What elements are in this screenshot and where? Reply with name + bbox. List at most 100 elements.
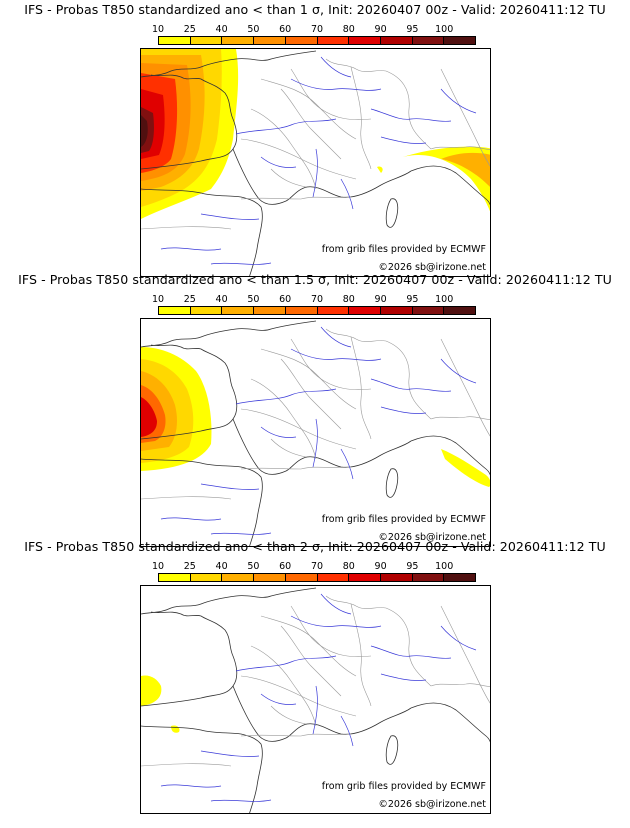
prob-band-10 — [141, 675, 162, 706]
corsica-outline — [385, 198, 399, 228]
admin-border — [260, 78, 357, 140]
colorbar-tick-label: 70 — [310, 24, 324, 35]
colorbar — [158, 306, 476, 315]
river — [260, 156, 297, 168]
map-canvas — [141, 49, 490, 276]
admin-border — [300, 196, 352, 200]
colorbar-swatch — [349, 37, 381, 44]
river — [320, 593, 352, 615]
admin-border — [430, 683, 490, 687]
colorbar-swatch — [254, 574, 286, 581]
colorbar-tick-label: 25 — [183, 561, 196, 572]
river — [160, 247, 222, 251]
colorbar-tick-label: 90 — [374, 294, 387, 305]
admin-border — [240, 197, 302, 200]
map-panel-3: IFS - Probas T850 standardized ano < tha… — [0, 537, 630, 814]
coastline-italy — [410, 435, 490, 476]
colorbar-ticks: 10 25 40 50 60 70 80 90 95 100 — [152, 294, 476, 306]
coastline-west — [141, 320, 317, 440]
admin-border — [280, 625, 342, 697]
credit-copyright: ©2026 sb@irizone.net — [378, 262, 486, 273]
coastline-south — [232, 685, 412, 742]
probability-field — [141, 49, 490, 219]
colorbar-swatch — [222, 307, 255, 314]
colorbar-swatch — [254, 37, 286, 44]
admin-border — [280, 358, 342, 430]
river — [370, 645, 452, 659]
admin-border — [270, 705, 307, 725]
river — [160, 784, 222, 788]
colorbar-tick-label: 95 — [406, 561, 419, 572]
credit-source: from grib files provided by ECMWF — [321, 514, 486, 525]
colorbar-tick-label: 100 — [435, 24, 454, 35]
river — [440, 358, 477, 384]
basemap — [141, 587, 490, 813]
map-area: from grib files provided by ECMWF ©2026 … — [140, 318, 491, 547]
colorbar-swatch — [444, 307, 476, 314]
colorbar-tick-label: 90 — [374, 561, 387, 572]
colorbar-tick-label: 40 — [215, 561, 228, 572]
colorbar-tick-label: 80 — [342, 294, 355, 305]
coastline-west — [141, 50, 317, 170]
colorbar-swatch — [317, 307, 350, 314]
admin-border — [350, 336, 372, 440]
colorbar-swatch — [222, 574, 255, 581]
map-area: from grib files provided by ECMWF ©2026 … — [140, 48, 491, 277]
river — [380, 136, 427, 144]
colorbar-tick-label: 70 — [310, 294, 324, 305]
colorbar-tick-label: 25 — [183, 24, 196, 35]
colorbar-swatch — [159, 574, 191, 581]
coastline-iberia — [141, 188, 263, 276]
river — [200, 483, 260, 490]
colorbar-tick-label: 50 — [247, 294, 260, 305]
river — [235, 655, 337, 672]
river — [340, 448, 354, 480]
colorbar-tick-label: 60 — [279, 294, 292, 305]
river — [160, 517, 222, 521]
river — [340, 178, 354, 210]
prob-band-80 — [141, 397, 157, 437]
admin-border — [325, 595, 387, 610]
river — [210, 799, 272, 802]
river — [235, 388, 337, 405]
panel-title: IFS - Probas T850 standardized ano < tha… — [24, 2, 606, 17]
admin-border — [270, 168, 307, 188]
river — [260, 693, 297, 705]
colorbar-tick-label: 100 — [435, 294, 454, 305]
corsica-outline — [385, 468, 399, 498]
river — [200, 213, 260, 220]
colorbar-swatch — [412, 37, 445, 44]
river — [370, 108, 452, 122]
admin-border — [250, 378, 317, 460]
admin-border — [300, 733, 352, 737]
credit-source: from grib files provided by ECMWF — [321, 244, 486, 255]
colorbar-tick-label: 60 — [279, 24, 292, 35]
prob-band-10-east — [441, 449, 490, 487]
prob-band-100 — [141, 115, 148, 147]
corsica-outline — [385, 735, 399, 765]
credit-copyright: ©2026 sb@irizone.net — [378, 532, 486, 543]
river — [290, 78, 382, 91]
admin-border — [240, 467, 302, 470]
admin-border — [290, 68, 372, 120]
admin-border — [260, 348, 357, 410]
coastline-south — [232, 148, 412, 205]
colorbar-swatch — [159, 307, 191, 314]
colorbar-tick-label: 95 — [406, 24, 419, 35]
colorbar-tick-label: 80 — [342, 561, 355, 572]
colorbar-swatch — [190, 37, 223, 44]
basemap — [141, 320, 490, 546]
colorbar — [158, 573, 476, 582]
admin-border — [350, 66, 372, 170]
river — [440, 88, 477, 114]
colorbar-swatch — [317, 37, 350, 44]
river — [290, 615, 382, 628]
river — [320, 56, 352, 78]
admin-border — [385, 70, 432, 150]
admin-border — [270, 438, 307, 458]
prob-spot — [171, 725, 180, 733]
colorbar-swatch — [444, 37, 476, 44]
map-area: from grib files provided by ECMWF ©2026 … — [140, 585, 491, 814]
admin-border — [325, 328, 387, 343]
colorbar-ticks: 10 25 40 50 60 70 80 90 95 100 — [152, 24, 476, 36]
